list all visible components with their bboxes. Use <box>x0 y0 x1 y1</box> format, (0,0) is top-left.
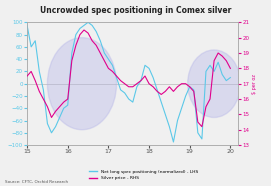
Text: Source: CFTC, Orchid Research: Source: CFTC, Orchid Research <box>5 180 69 184</box>
Ellipse shape <box>47 38 117 130</box>
Text: Uncrowded spec positioning in Comex silver: Uncrowded spec positioning in Comex silv… <box>40 6 231 15</box>
Y-axis label: $ per oz: $ per oz <box>252 74 257 94</box>
Legend: Net long spec positioning (normalized) - LHS, Silver price - RHS: Net long spec positioning (normalized) -… <box>87 168 200 182</box>
Ellipse shape <box>188 50 241 118</box>
